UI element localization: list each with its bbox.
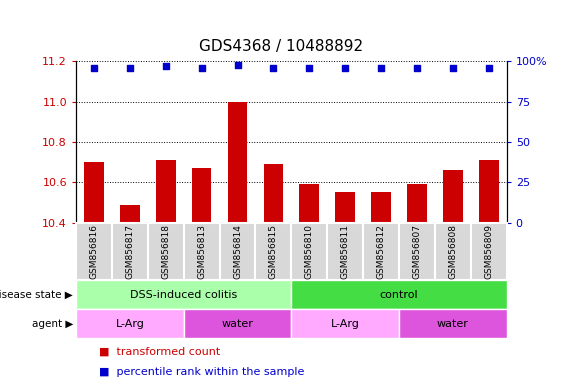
- Text: GSM856808: GSM856808: [448, 224, 457, 279]
- Bar: [184, 223, 220, 280]
- Bar: [407, 184, 427, 223]
- Text: DSS-induced colitis: DSS-induced colitis: [130, 290, 237, 300]
- Bar: [120, 205, 140, 223]
- Text: GSM856809: GSM856809: [484, 224, 493, 279]
- Point: [269, 65, 278, 71]
- Point: [484, 65, 493, 71]
- Bar: [292, 309, 399, 338]
- Bar: [371, 192, 391, 223]
- Text: GSM856817: GSM856817: [126, 224, 135, 279]
- Point: [126, 65, 135, 71]
- Bar: [292, 280, 507, 309]
- Bar: [399, 223, 435, 280]
- Text: L-Arg: L-Arg: [330, 318, 360, 329]
- Text: GSM856807: GSM856807: [413, 224, 422, 279]
- Bar: [471, 223, 507, 280]
- Text: agent ▶: agent ▶: [32, 318, 73, 329]
- Text: GSM856814: GSM856814: [233, 224, 242, 279]
- Bar: [479, 160, 499, 223]
- Bar: [84, 162, 104, 223]
- Point: [233, 61, 242, 68]
- Bar: [112, 223, 148, 280]
- Bar: [443, 170, 463, 223]
- Text: control: control: [379, 290, 418, 300]
- Bar: [435, 223, 471, 280]
- Point: [413, 65, 422, 71]
- Text: GSM856815: GSM856815: [269, 224, 278, 279]
- Point: [377, 65, 386, 71]
- Bar: [263, 164, 283, 223]
- Bar: [399, 309, 507, 338]
- Text: GSM856816: GSM856816: [90, 224, 99, 279]
- Bar: [76, 223, 112, 280]
- Bar: [184, 309, 292, 338]
- Bar: [76, 309, 184, 338]
- Text: GSM856818: GSM856818: [161, 224, 170, 279]
- Point: [305, 65, 314, 71]
- Bar: [292, 223, 327, 280]
- Bar: [336, 192, 355, 223]
- Point: [90, 65, 99, 71]
- Text: water: water: [222, 318, 253, 329]
- Bar: [192, 168, 212, 223]
- Bar: [300, 184, 319, 223]
- Bar: [363, 223, 399, 280]
- Point: [161, 63, 170, 70]
- Point: [448, 65, 457, 71]
- Text: GDS4368 / 10488892: GDS4368 / 10488892: [199, 39, 364, 54]
- Text: disease state ▶: disease state ▶: [0, 290, 73, 300]
- Text: ■  transformed count: ■ transformed count: [99, 346, 220, 356]
- Text: GSM856810: GSM856810: [305, 224, 314, 279]
- Text: ■  percentile rank within the sample: ■ percentile rank within the sample: [99, 367, 304, 377]
- Text: water: water: [437, 318, 469, 329]
- Bar: [256, 223, 292, 280]
- Text: GSM856813: GSM856813: [197, 224, 206, 279]
- Bar: [156, 160, 176, 223]
- Bar: [220, 223, 256, 280]
- Bar: [148, 223, 184, 280]
- Text: GSM856811: GSM856811: [341, 224, 350, 279]
- Bar: [327, 223, 363, 280]
- Bar: [76, 280, 292, 309]
- Bar: [227, 102, 247, 223]
- Text: GSM856812: GSM856812: [377, 224, 386, 279]
- Point: [197, 65, 206, 71]
- Text: L-Arg: L-Arg: [115, 318, 144, 329]
- Point: [341, 65, 350, 71]
